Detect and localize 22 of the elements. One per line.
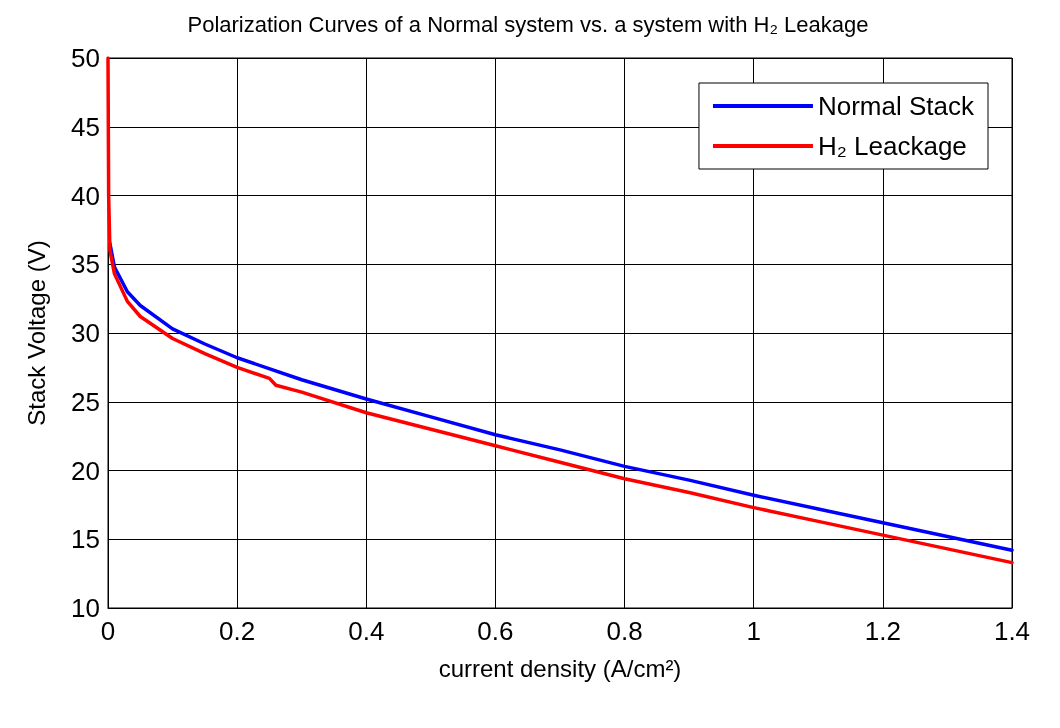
x-axis-title: current density (A/cm²) [438,654,682,682]
y-tick-label: 45 [71,111,100,142]
y-tick-label: 40 [71,180,100,211]
y-tick-label: 10 [71,593,100,623]
chart-title: Polarization Curves of a Normal system vs. a system with H₂ Leakage [187,11,869,37]
legend-label: Normal Stack [817,91,975,121]
x-tick-label: 0.8 [606,616,643,646]
y-tick-label: 30 [71,318,100,348]
x-tick-label: 1.4 [993,616,1031,646]
legend-label: H₂ Leackage [817,131,967,161]
y-tick-label: 50 [71,43,100,73]
x-tick-label: 1 [746,616,761,646]
y-tick-label: 25 [71,386,100,417]
y-tick-label: 20 [71,455,100,486]
y-axis-title: Stack Voltage (V) [22,240,50,426]
x-tick-label: 0.4 [348,616,385,646]
y-tick-label: 15 [71,524,100,555]
y-tick-label: 35 [71,249,100,280]
x-tick-label: 1.2 [864,616,901,646]
x-tick-label: 0 [100,616,116,646]
x-tick-label: 0.6 [477,616,514,646]
x-tick-label: 0.2 [219,616,256,646]
